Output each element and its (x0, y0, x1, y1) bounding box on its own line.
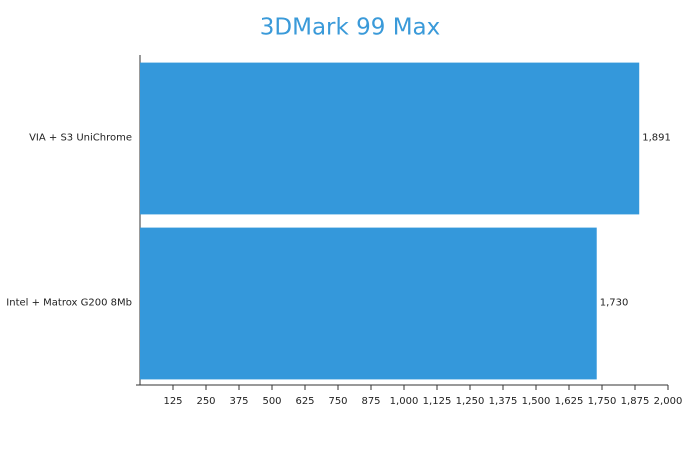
y-tick-label: VIA + S3 UniChrome (29, 133, 132, 144)
x-tick-label: 1,250 (456, 396, 485, 407)
x-tick-label: 500 (262, 396, 281, 407)
x-tick-label: 375 (229, 396, 248, 407)
x-tick-label: 1,500 (522, 396, 551, 407)
x-tick-label: 2,000 (654, 396, 683, 407)
x-tick-label: 750 (328, 396, 347, 407)
x-tick-label: 1,000 (390, 396, 419, 407)
x-tick-label: 1,875 (621, 396, 650, 407)
x-tick-label: 1,375 (489, 396, 518, 407)
value-label: 1,891 (642, 133, 671, 144)
x-tick-label: 1,750 (588, 396, 617, 407)
x-tick-label: 125 (163, 396, 182, 407)
x-tick-label: 250 (196, 396, 215, 407)
x-tick-label: 1,125 (423, 396, 452, 407)
chart-title: 3DMark 99 Max (260, 15, 441, 41)
value-label: 1,730 (600, 298, 629, 309)
x-tick-label: 1,625 (555, 396, 584, 407)
bar (140, 62, 640, 215)
x-tick-label: 625 (295, 396, 314, 407)
bar (140, 227, 597, 380)
x-tick-label: 875 (361, 396, 380, 407)
y-tick-label: Intel + Matrox G200 8Mb (6, 298, 132, 309)
